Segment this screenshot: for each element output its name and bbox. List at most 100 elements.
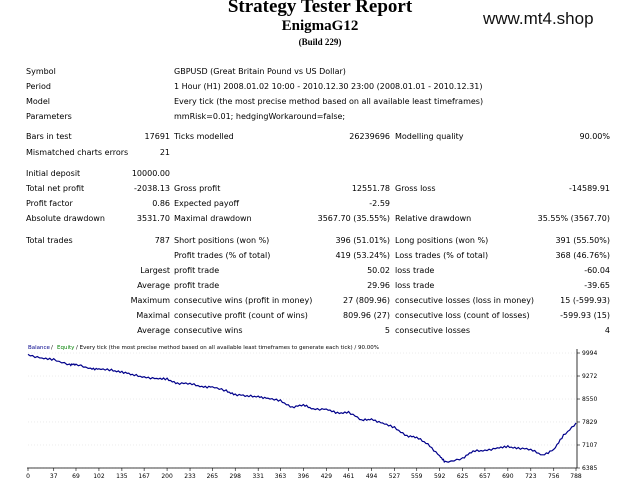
x-tick-label: 429 bbox=[321, 473, 333, 480]
x-tick-label: 756 bbox=[548, 473, 560, 480]
x-tick-label: 69 bbox=[72, 473, 80, 480]
x-tick-label: 527 bbox=[389, 473, 401, 480]
max-losses-value: 15 (-599.93) bbox=[560, 296, 610, 305]
loss-trades-value: 368 (46.76%) bbox=[555, 251, 610, 260]
info-label-model: Model bbox=[26, 97, 51, 106]
profit-trades-value: 419 (53.24%) bbox=[335, 251, 390, 260]
short-label: Short positions (won %) bbox=[174, 236, 270, 245]
avg-loss-value: -39.65 bbox=[584, 281, 610, 290]
gross-loss-label: Gross loss bbox=[395, 184, 436, 193]
report-title: Strategy Tester Report bbox=[227, 0, 413, 17]
largest-loss-value: -60.04 bbox=[584, 266, 610, 275]
profit-factor-value: 0.86 bbox=[152, 199, 170, 208]
max-drawdown-value: 3567.70 (35.55%) bbox=[317, 214, 390, 223]
x-tick-label: 331 bbox=[252, 473, 264, 480]
maximal-label: Maximal bbox=[136, 311, 170, 320]
long-value: 391 (55.50%) bbox=[555, 236, 610, 245]
avg-losses-label: consecutive losses bbox=[395, 326, 471, 335]
long-label: Long positions (won %) bbox=[395, 236, 489, 245]
abs-drawdown-label: Absolute drawdown bbox=[26, 214, 105, 223]
rel-drawdown-label: Relative drawdown bbox=[395, 214, 472, 223]
largest-loss-label: loss trade bbox=[395, 266, 435, 275]
y-tick-label: 7107 bbox=[582, 442, 597, 449]
net-profit-label: Total net profit bbox=[26, 184, 85, 193]
max-wins-value: 27 (809.96) bbox=[343, 296, 390, 305]
info-value-period: 1 Hour (H1) 2008.01.02 10:00 - 2010.12.3… bbox=[174, 82, 483, 91]
maximal-loss-value: -599.93 (15) bbox=[560, 311, 610, 320]
mismatched-label: Mismatched charts errors bbox=[26, 148, 129, 157]
build-label: (Build 229) bbox=[298, 37, 342, 47]
watermark-text: www.mt4.shop bbox=[483, 9, 594, 28]
y-tick-label: 9272 bbox=[582, 373, 597, 380]
legend-equity: Equity bbox=[57, 345, 75, 351]
x-tick-label: 494 bbox=[366, 473, 378, 480]
max-wins-label: consecutive wins (profit in money) bbox=[174, 296, 313, 305]
largest-profit-value: 50.02 bbox=[367, 266, 390, 275]
x-tick-label: 298 bbox=[230, 473, 242, 480]
y-tick-label: 7829 bbox=[582, 419, 597, 426]
legend-balance: Balance bbox=[28, 345, 51, 351]
deposit-value: 10000.00 bbox=[131, 169, 170, 178]
average-label: Average bbox=[137, 281, 170, 290]
maximum-label: Maximum bbox=[130, 296, 170, 305]
gross-profit-value: 12551.78 bbox=[351, 184, 390, 193]
x-tick-label: 363 bbox=[275, 473, 287, 480]
rel-drawdown-value: 35.55% (3567.70) bbox=[537, 214, 610, 223]
avg-profit-label: profit trade bbox=[174, 281, 220, 290]
x-tick-label: 625 bbox=[457, 473, 469, 480]
expected-payoff-value: -2.59 bbox=[369, 199, 390, 208]
net-profit-value: -2038.13 bbox=[134, 184, 170, 193]
x-tick-label: 592 bbox=[434, 473, 446, 480]
y-tick-label: 8550 bbox=[582, 396, 597, 403]
info-label-symbol: Symbol bbox=[26, 67, 56, 76]
avg-wins-value: 5 bbox=[384, 326, 390, 335]
expert-name: EnigmaG12 bbox=[281, 18, 359, 34]
x-tick-label: 657 bbox=[479, 473, 491, 480]
largest-profit-label: profit trade bbox=[174, 266, 220, 275]
bars-value: 17691 bbox=[144, 132, 170, 141]
balance-chart: Balance / Equity / Every tick (the most … bbox=[25, 341, 609, 480]
deposit-label: Initial deposit bbox=[26, 169, 81, 178]
total-trades-label: Total trades bbox=[26, 236, 73, 245]
average2-label: Average bbox=[137, 326, 170, 335]
maximal-loss-label: consecutive loss (count of losses) bbox=[395, 311, 530, 320]
legend-separator: / bbox=[51, 345, 53, 351]
profit-factor-label: Profit factor bbox=[26, 199, 73, 208]
x-tick-label: 690 bbox=[502, 473, 514, 480]
balance-series-line bbox=[27, 353, 577, 463]
x-tick-label: 102 bbox=[93, 473, 105, 480]
ticks-value: 26239696 bbox=[349, 132, 390, 141]
y-tick-label: 6385 bbox=[582, 465, 597, 472]
x-tick-label: 0 bbox=[26, 473, 30, 480]
largest-label: Largest bbox=[140, 266, 170, 275]
abs-drawdown-value: 3531.70 bbox=[136, 214, 170, 223]
x-tick-label: 167 bbox=[138, 473, 150, 480]
x-tick-label: 461 bbox=[343, 473, 355, 480]
info-value-model: Every tick (the most precise method base… bbox=[174, 97, 484, 106]
info-label-period: Period bbox=[26, 82, 51, 91]
mismatched-value: 21 bbox=[159, 148, 170, 157]
x-tick-label: 37 bbox=[50, 473, 58, 480]
x-tick-label: 233 bbox=[184, 473, 196, 480]
chart-background bbox=[25, 341, 609, 480]
x-tick-label: 200 bbox=[161, 473, 173, 480]
quality-label: Modelling quality bbox=[395, 132, 464, 141]
avg-loss-label: loss trade bbox=[395, 281, 435, 290]
expected-payoff-label: Expected payoff bbox=[174, 199, 239, 208]
short-value: 396 (51.01%) bbox=[335, 236, 390, 245]
max-losses-label: consecutive losses (loss in money) bbox=[395, 296, 535, 305]
avg-losses-value: 4 bbox=[604, 326, 610, 335]
gross-loss-value: -14589.91 bbox=[568, 184, 610, 193]
profit-trades-label: Profit trades (% of total) bbox=[174, 251, 271, 260]
x-tick-label: 723 bbox=[525, 473, 537, 480]
total-trades-value: 787 bbox=[154, 236, 170, 245]
max-drawdown-label: Maximal drawdown bbox=[174, 214, 252, 223]
y-tick-label: 9994 bbox=[582, 350, 597, 357]
x-tick-label: 396 bbox=[298, 473, 310, 480]
info-label-parameters: Parameters bbox=[26, 112, 72, 121]
info-value-parameters: mmRisk=0.01; hedgingWorkaround=false; bbox=[174, 112, 346, 121]
x-tick-label: 265 bbox=[207, 473, 219, 480]
info-value-symbol: GBPUSD (Great Britain Pound vs US Dollar… bbox=[174, 67, 346, 76]
avg-wins-label: consecutive wins bbox=[174, 326, 243, 335]
x-tick-label: 135 bbox=[116, 473, 128, 480]
